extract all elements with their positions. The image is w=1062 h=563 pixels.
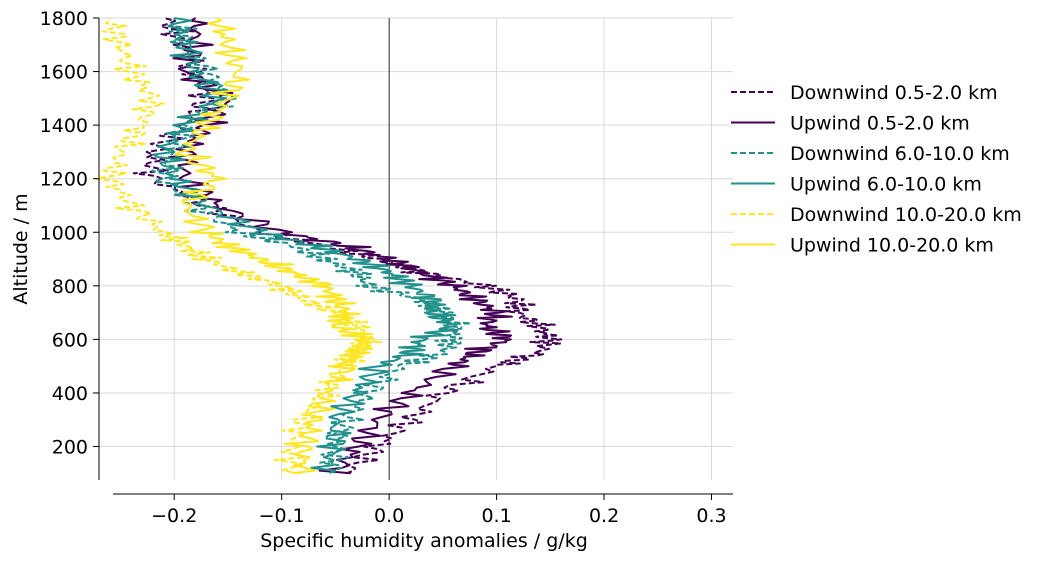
x-tick-label: 0.3 (696, 505, 726, 527)
x-tick-label: 0.2 (589, 505, 619, 527)
legend-label: Upwind 6.0-10.0 km (790, 174, 982, 196)
y-tick-label: 800 (52, 276, 88, 298)
x-axis-label: Specific humidity anomalies / g/kg (260, 530, 588, 552)
x-tick-label: 0.1 (481, 505, 511, 527)
series-line-3 (150, 17, 472, 475)
x-tick-label: 0.0 (374, 505, 404, 527)
y-tick-label: 600 (52, 329, 88, 351)
legend-label: Upwind 0.5-2.0 km (790, 113, 970, 135)
grid-layer (99, 17, 733, 480)
series-layer (94, 17, 563, 475)
y-tick-label: 400 (52, 383, 88, 405)
x-tick-label: −0.1 (259, 505, 305, 527)
series-line-1 (132, 17, 563, 475)
x-ticks: −0.2 −0.1 0.0 0.1 0.2 0.3 (151, 494, 727, 527)
legend-label: Upwind 10.0-20.0 km (790, 235, 994, 257)
legend-label: Downwind 6.0-10.0 km (790, 143, 1010, 165)
x-tick-label: −0.2 (151, 505, 197, 527)
y-tick-label: 1800 (40, 8, 88, 30)
y-tick-label: 200 (52, 437, 88, 459)
y-tick-label: 1200 (40, 169, 88, 191)
legend-label: Downwind 0.5-2.0 km (790, 82, 998, 104)
y-tick-label: 1000 (40, 222, 88, 244)
legend-label: Downwind 10.0-20.0 km (790, 204, 1022, 226)
series-line-4 (152, 17, 459, 474)
y-tick-label: 1400 (40, 115, 88, 137)
legend: Downwind 0.5-2.0 km Upwind 0.5-2.0 km Down… (731, 82, 1022, 257)
series-line-6 (174, 17, 375, 475)
y-axis-label: Altitude / m (10, 193, 32, 304)
y-ticks: 200 400 600 800 1000 1200 1400 1600 1800 (40, 8, 99, 459)
y-tick-label: 1600 (40, 62, 88, 84)
